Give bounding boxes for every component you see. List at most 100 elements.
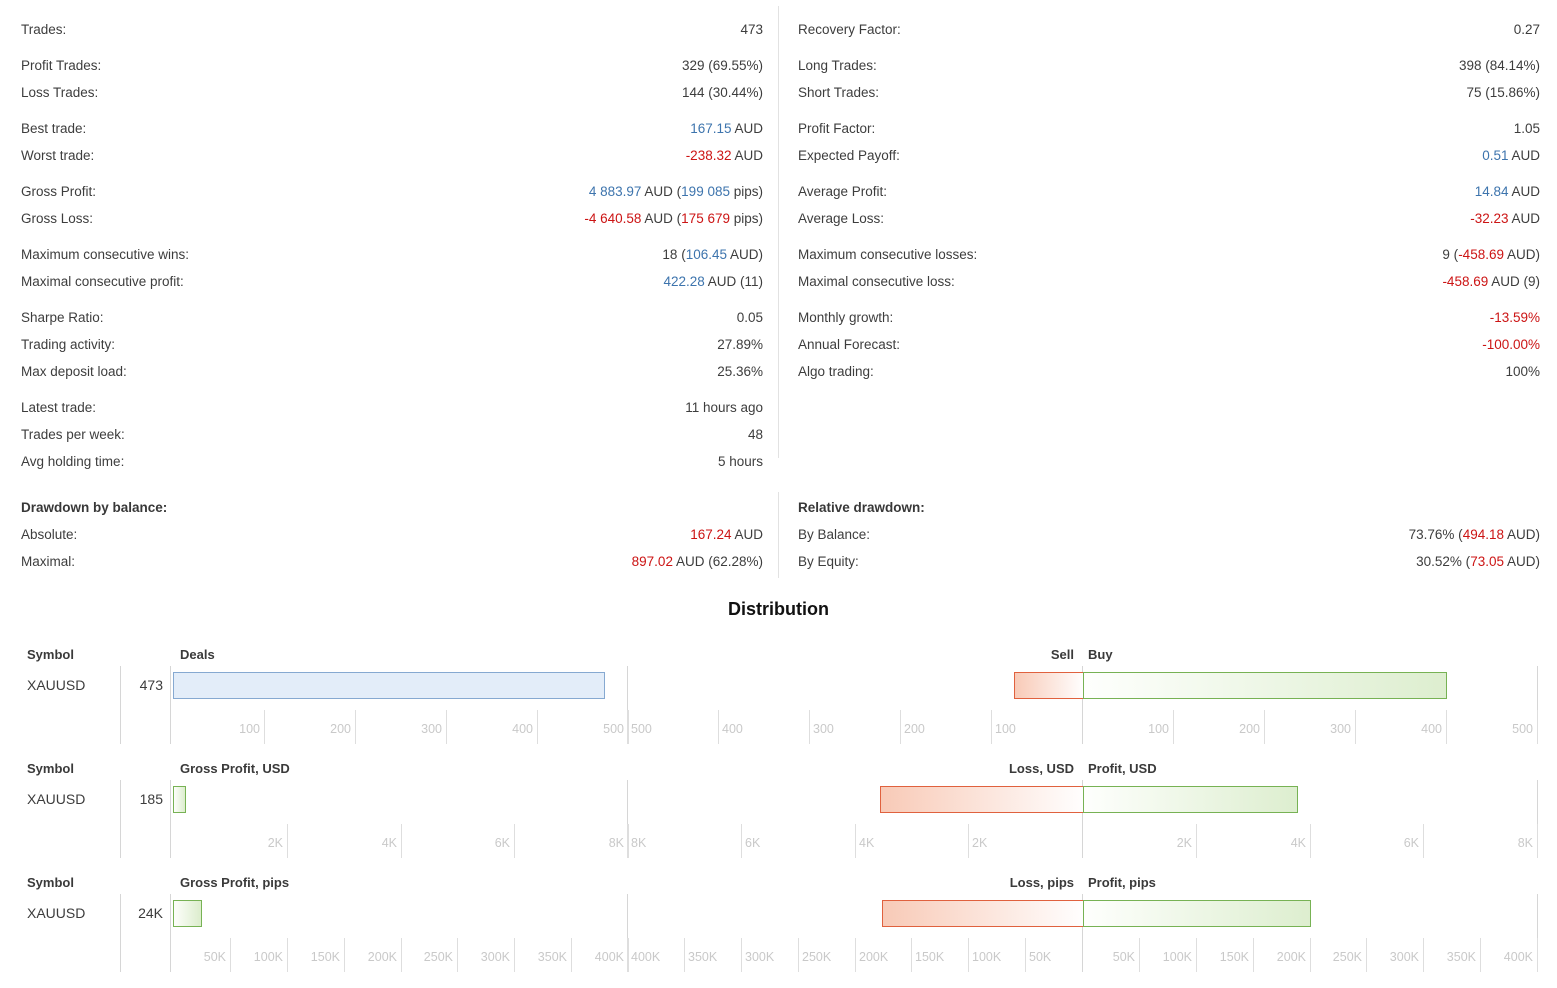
stat-label: Sharpe Ratio: <box>21 310 104 325</box>
stat-value-segment: 18 ( <box>662 247 686 262</box>
stat-value-segment: pips) <box>729 184 763 199</box>
axis-tick <box>287 938 288 972</box>
axis-tick-label: 4K <box>1290 836 1306 850</box>
stat-label: Loss Trades: <box>21 85 99 100</box>
stat-row: Maximum consecutive losses: 9 (-458.69 AU… <box>798 241 1540 268</box>
loss-side-header: Loss, USD <box>1008 761 1074 776</box>
stat-value: 144 (30.44%) <box>682 79 763 106</box>
axis-tick-label: 100K <box>1162 950 1192 964</box>
axis-tick <box>1480 938 1481 972</box>
stat-value-segment: -458.69 <box>1458 247 1504 262</box>
stat-value: 48 <box>748 421 763 448</box>
gross-profit-bar <box>173 786 186 813</box>
axis-tick <box>355 710 356 744</box>
stat-row: By Equity: 30.52% (73.05 AUD) <box>798 548 1540 575</box>
symbol-column-header: Symbol <box>27 875 74 890</box>
loss-side-header: Loss, pips <box>1009 875 1074 890</box>
stat-value-segment: AUD) <box>1503 554 1540 569</box>
axis-tick <box>627 710 628 744</box>
axis-tick-label: 150K <box>1219 950 1249 964</box>
axis-tick-label: 100 <box>1148 722 1169 736</box>
stat-value-segment: 73.05 <box>1470 554 1504 569</box>
axis-tick <box>627 824 628 858</box>
symbol-cell: XAUUSD <box>27 905 86 921</box>
stat-value: 100% <box>1505 358 1540 385</box>
left-chart-header: Deals <box>180 647 215 662</box>
stat-value: 18 (106.45 AUD) <box>662 241 763 268</box>
relative-drawdown-block: Relative drawdown: By Balance: 73.76% (494… <box>798 494 1540 575</box>
stat-row: Expected Payoff: 0.51 AUD <box>798 142 1540 169</box>
stat-label: Expected Payoff: <box>798 148 900 163</box>
stat-value: 0.05 <box>737 304 763 331</box>
axis-tick-label: 400K <box>631 950 661 964</box>
stat-row: Absolute: 167.24 AUD <box>21 521 763 548</box>
axis-tick <box>1355 710 1356 744</box>
stat-row: Profit Trades: 329 (69.55%) <box>21 52 763 79</box>
stat-value-segment: 398 (84.14%) <box>1458 58 1540 73</box>
axis-tick-label: 100 <box>995 722 1016 736</box>
stat-value-segment: AUD (62.28%) <box>672 554 763 569</box>
stat-value: 0.51 AUD <box>1482 142 1540 169</box>
axis-tick-label: 300 <box>421 722 442 736</box>
stat-value-segment: 25.36% <box>717 364 763 379</box>
stat-group: Recovery Factor: 0.27 <box>798 16 1540 43</box>
stat-value-segment: 75 (15.86%) <box>1466 85 1540 100</box>
stat-row: Average Loss: -32.23 AUD <box>798 205 1540 232</box>
stat-value: -4 640.58 AUD (175 679 pips) <box>584 205 763 232</box>
stat-row: Maximum consecutive wins: 18 (106.45 AUD) <box>21 241 763 268</box>
stat-value-segment: 199 085 <box>681 184 730 199</box>
right-axis-line <box>1537 666 1538 744</box>
stat-value-segment: AUD <box>731 148 763 163</box>
center-axis-line <box>1082 666 1083 744</box>
stat-value-segment: -458.69 <box>1442 274 1489 289</box>
axis-tick <box>446 710 447 744</box>
stat-group: Trades: 473 <box>21 16 763 43</box>
axis-tick-label: 6K <box>494 836 510 850</box>
stat-value: -458.69 AUD (9) <box>1442 268 1540 295</box>
stat-value-segment: AUD ( <box>641 211 682 226</box>
axis-tick <box>991 710 992 744</box>
stat-value-segment: AUD <box>1508 184 1540 199</box>
stat-value-segment: 106.45 <box>685 247 727 262</box>
axis-tick-label: 400 <box>722 722 743 736</box>
value-column-divider <box>170 780 171 858</box>
loss-side-header: Sell <box>1050 647 1074 662</box>
stat-label: Trades per week: <box>21 427 125 442</box>
stat-value-segment: 1.05 <box>1513 121 1540 136</box>
symbol-column-header: Symbol <box>27 761 74 776</box>
stat-value-segment: 422.28 <box>663 274 705 289</box>
stat-label: Short Trades: <box>798 85 880 100</box>
axis-tick-label: 4K <box>381 836 397 850</box>
stat-row: Sharpe Ratio: 0.05 <box>21 304 763 331</box>
stat-value-segment: 494.18 <box>1462 527 1504 542</box>
axis-tick <box>401 824 402 858</box>
stat-row: Gross Profit: 4 883.97 AUD (199 085 pips) <box>21 178 763 205</box>
stat-value-segment: 30.52% ( <box>1416 554 1471 569</box>
axis-tick <box>1537 938 1538 972</box>
loss-bar <box>880 786 1084 813</box>
profit-bar <box>1083 900 1311 927</box>
axis-tick-label: 2K <box>972 836 988 850</box>
stat-row: Drawdown by balance: <box>21 494 763 521</box>
stat-row: Best trade: 167.15 AUD <box>21 115 763 142</box>
axis-tick-label: 400K <box>1503 950 1533 964</box>
distribution-row-2: Symbol Gross Profit, USD Loss, USD Profit, … <box>0 760 1557 874</box>
stat-value-segment: pips) <box>729 211 763 226</box>
axis-tick <box>741 938 742 972</box>
stat-label: Trades: <box>21 22 67 37</box>
left-chart-header: Gross Profit, pips <box>180 875 290 890</box>
stat-value-segment: -4 640.58 <box>584 211 642 226</box>
stat-value-segment: 5 hours <box>717 454 763 469</box>
stat-value-segment: 27.89% <box>717 337 763 352</box>
profit-side-header: Profit, pips <box>1088 875 1156 890</box>
chart-boundary-line <box>627 894 628 972</box>
stat-label: Monthly growth: <box>798 310 894 325</box>
stat-group: Maximum consecutive wins: 18 (106.45 AUD)… <box>21 241 763 295</box>
stat-value-segment: AUD (9) <box>1488 274 1540 289</box>
drawdown-by-balance-block: Drawdown by balance: Absolute: 167.24 AUD M… <box>21 494 763 575</box>
stat-value-segment: AUD ( <box>641 184 682 199</box>
axis-tick <box>1366 938 1367 972</box>
stat-row: Maximal: 897.02 AUD (62.28%) <box>21 548 763 575</box>
axis-tick-label: 300 <box>1330 722 1351 736</box>
sell-bar <box>1014 672 1084 699</box>
